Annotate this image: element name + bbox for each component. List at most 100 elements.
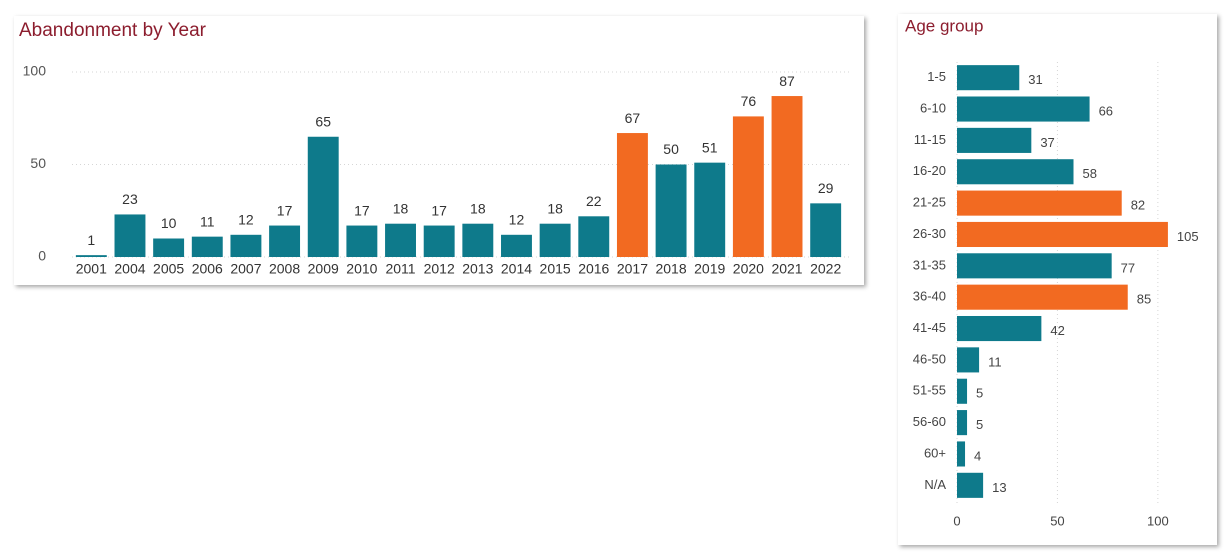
bar (957, 221, 1168, 248)
x-tick-label: 2004 (114, 261, 145, 277)
bar (957, 347, 980, 373)
bar (957, 159, 1074, 185)
data-label: 67 (625, 110, 641, 126)
data-label: 58 (1083, 166, 1097, 181)
data-label: 5 (976, 417, 983, 432)
bar (957, 441, 966, 467)
bar (307, 136, 339, 257)
bar (501, 234, 532, 257)
y-tick-label: 56-60 (913, 414, 946, 429)
data-label: 13 (992, 480, 1006, 495)
data-label: 50 (663, 141, 679, 157)
x-tick-label: 2007 (230, 261, 261, 277)
bar (191, 236, 223, 257)
data-label: 65 (315, 113, 331, 129)
y-tick-label: 6-10 (920, 100, 946, 115)
data-label: 12 (238, 212, 254, 228)
bar (732, 116, 764, 258)
bar (957, 378, 968, 404)
x-tick-label: 2013 (462, 261, 493, 277)
bar (75, 255, 107, 257)
data-label: 18 (393, 200, 409, 216)
bar (578, 216, 610, 257)
x-tick-label: 2009 (308, 261, 339, 277)
y-tick-label: 31-35 (913, 257, 946, 272)
x-tick-label: 50 (1050, 513, 1064, 528)
y-tick-label: 46-50 (913, 351, 946, 366)
x-tick-label: 2020 (733, 261, 764, 277)
x-tick-label: 2016 (578, 261, 609, 277)
bar (694, 162, 726, 257)
bar (957, 472, 984, 498)
bar (957, 190, 1122, 216)
bar (539, 223, 571, 257)
data-label: 12 (509, 212, 525, 228)
data-label: 17 (431, 202, 447, 218)
data-label: 37 (1040, 135, 1054, 150)
chart-title: Abandonment by Year (19, 20, 207, 41)
x-tick-label: 2021 (771, 261, 802, 277)
bar (269, 225, 301, 257)
bar (771, 96, 803, 257)
y-tick-label: 21-25 (913, 195, 946, 210)
x-tick-label: 2014 (501, 261, 532, 277)
x-tick-label: 2005 (153, 261, 184, 277)
x-tick-label: 2001 (76, 261, 107, 277)
data-label: 42 (1050, 323, 1064, 338)
bar (423, 225, 455, 257)
bar (957, 65, 1020, 91)
card (898, 14, 1217, 545)
data-label: 17 (354, 202, 370, 218)
y-tick-label: 16-20 (913, 163, 946, 178)
bar (153, 238, 185, 257)
y-tick-label: 26-30 (913, 226, 946, 241)
y-tick-label: 41-45 (913, 320, 946, 335)
y-tick-label: 36-40 (913, 289, 946, 304)
data-label: 82 (1131, 198, 1145, 213)
data-label: 31 (1028, 72, 1042, 87)
data-label: 66 (1099, 103, 1113, 118)
x-tick-label: 2018 (655, 261, 686, 277)
x-tick-label: 2022 (810, 261, 841, 277)
data-label: 51 (702, 139, 718, 155)
y-tick-label: 60+ (924, 445, 946, 460)
bar (655, 164, 687, 257)
y-tick-label: 51-55 (913, 383, 946, 398)
bar (616, 133, 648, 257)
bar (957, 410, 968, 436)
x-tick-label: 2019 (694, 261, 725, 277)
x-tick-label: 0 (953, 513, 960, 528)
data-label: 29 (818, 180, 834, 196)
y-tick-label: 11-15 (914, 132, 946, 147)
x-tick-label: 2010 (346, 261, 377, 277)
data-label: 17 (277, 202, 293, 218)
data-label: 105 (1177, 229, 1199, 244)
data-label: 85 (1137, 292, 1151, 307)
data-label: 1 (87, 232, 95, 248)
x-tick-label: 2017 (617, 261, 648, 277)
bar (114, 214, 146, 257)
bar (346, 225, 378, 257)
bar (462, 223, 494, 257)
data-label: 10 (161, 215, 177, 231)
bar (810, 203, 842, 257)
data-label: 77 (1121, 260, 1135, 275)
y-tick-label: N/A (924, 477, 946, 492)
chart-title: Age group (905, 16, 983, 35)
x-tick-label: 2008 (269, 261, 300, 277)
y-tick-label: 100 (23, 63, 47, 79)
y-tick-label: 0 (38, 248, 46, 264)
data-label: 11 (988, 354, 1002, 369)
data-label: 4 (974, 448, 981, 463)
data-label: 87 (779, 73, 795, 89)
data-label: 5 (976, 386, 983, 401)
data-label: 18 (547, 200, 563, 216)
bar (385, 223, 416, 257)
y-tick-label: 50 (30, 155, 46, 171)
bar (957, 127, 1032, 153)
bar (957, 315, 1042, 342)
x-tick-label: 2006 (192, 261, 223, 277)
bar (957, 253, 1112, 279)
x-tick-label: 100 (1147, 513, 1169, 528)
